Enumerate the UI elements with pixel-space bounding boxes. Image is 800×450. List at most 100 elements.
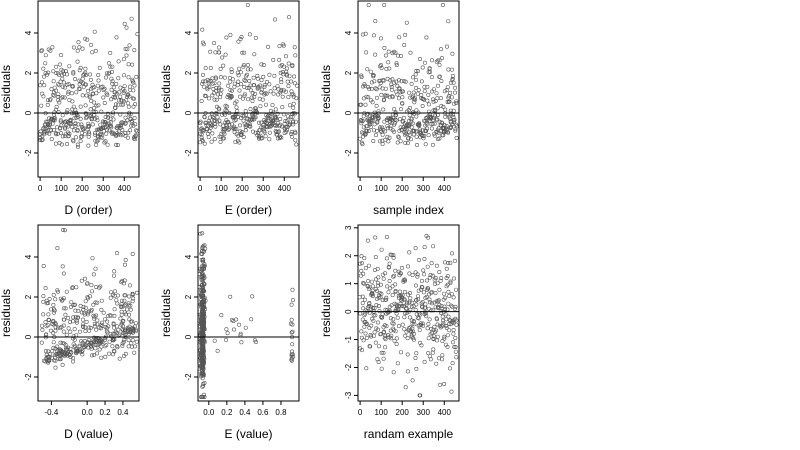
data-point bbox=[128, 128, 133, 133]
data-point bbox=[210, 76, 215, 81]
data-point bbox=[130, 299, 135, 304]
data-point bbox=[203, 66, 208, 71]
data-point bbox=[95, 335, 100, 340]
data-point bbox=[133, 344, 138, 349]
data-point bbox=[75, 142, 80, 147]
data-point bbox=[82, 312, 87, 317]
x-tick-label: 0.4 bbox=[117, 408, 129, 417]
data-point bbox=[89, 344, 94, 349]
data-point bbox=[102, 101, 107, 106]
data-point bbox=[95, 300, 100, 305]
data-point bbox=[400, 95, 405, 100]
x-tick-label: 0.4 bbox=[239, 408, 251, 417]
data-point bbox=[61, 329, 66, 334]
data-point bbox=[116, 76, 121, 81]
data-point bbox=[51, 79, 56, 84]
data-point bbox=[359, 73, 364, 78]
data-point bbox=[380, 132, 385, 137]
data-point bbox=[448, 108, 453, 113]
data-point bbox=[212, 91, 217, 96]
data-point bbox=[392, 80, 397, 85]
data-point bbox=[114, 298, 119, 303]
data-point bbox=[447, 317, 452, 322]
data-point bbox=[201, 371, 206, 376]
data-point bbox=[268, 124, 273, 129]
data-point bbox=[429, 301, 434, 306]
data-point bbox=[88, 107, 93, 112]
data-point bbox=[247, 122, 252, 127]
y-tick-label: 2 bbox=[184, 70, 193, 75]
data-point bbox=[279, 77, 284, 82]
data-point bbox=[115, 124, 120, 129]
data-point bbox=[206, 123, 211, 128]
data-point bbox=[375, 320, 380, 325]
data-point bbox=[387, 135, 392, 140]
data-point bbox=[396, 96, 401, 101]
data-point bbox=[361, 306, 366, 311]
data-point bbox=[376, 115, 381, 120]
data-point bbox=[201, 381, 206, 386]
data-point bbox=[123, 329, 128, 334]
data-point bbox=[438, 325, 443, 330]
data-point bbox=[451, 295, 456, 300]
data-point bbox=[51, 330, 56, 335]
data-point bbox=[199, 132, 204, 137]
y-tick-label: -2 bbox=[344, 149, 353, 157]
data-point bbox=[59, 351, 64, 356]
data-point bbox=[199, 288, 204, 293]
data-point bbox=[380, 125, 385, 130]
data-point bbox=[382, 129, 387, 134]
data-point bbox=[437, 287, 442, 292]
data-point bbox=[378, 63, 383, 68]
data-point bbox=[359, 102, 364, 107]
data-point bbox=[290, 322, 295, 327]
data-point bbox=[438, 278, 443, 283]
data-point bbox=[214, 88, 219, 93]
data-point bbox=[116, 59, 121, 64]
data-point bbox=[96, 73, 101, 78]
data-point bbox=[111, 117, 116, 122]
data-point bbox=[213, 50, 218, 55]
data-point bbox=[365, 238, 370, 243]
data-point bbox=[44, 129, 49, 134]
data-point bbox=[116, 132, 121, 137]
data-point bbox=[264, 91, 269, 96]
data-point bbox=[376, 359, 381, 364]
data-point bbox=[212, 81, 217, 86]
data-point bbox=[410, 75, 415, 80]
data-point bbox=[437, 269, 442, 274]
data-point bbox=[200, 345, 205, 350]
y-tick-label: 4 bbox=[184, 30, 193, 35]
data-point bbox=[200, 347, 205, 352]
data-point bbox=[443, 107, 448, 112]
data-point bbox=[234, 105, 239, 110]
data-point bbox=[61, 227, 66, 232]
data-point bbox=[259, 125, 264, 130]
data-point bbox=[368, 113, 373, 118]
data-point bbox=[405, 141, 410, 146]
data-point bbox=[435, 58, 440, 63]
data-point bbox=[56, 82, 61, 87]
data-point bbox=[445, 274, 450, 279]
data-point bbox=[87, 131, 92, 136]
data-point bbox=[85, 37, 90, 42]
data-point bbox=[80, 46, 85, 51]
data-point bbox=[106, 115, 111, 120]
data-point bbox=[65, 72, 70, 77]
data-point bbox=[258, 83, 263, 88]
data-point bbox=[419, 93, 424, 98]
x-tick-label: 0 bbox=[358, 408, 363, 417]
data-point bbox=[440, 318, 445, 323]
data-point bbox=[454, 287, 459, 292]
data-point bbox=[253, 35, 258, 40]
data-point bbox=[245, 86, 250, 91]
data-point bbox=[65, 108, 70, 113]
data-point bbox=[98, 132, 103, 137]
data-point bbox=[128, 319, 133, 324]
data-point bbox=[127, 43, 132, 48]
data-point bbox=[358, 136, 363, 141]
data-point bbox=[391, 255, 396, 260]
data-point bbox=[60, 76, 65, 81]
data-point bbox=[47, 131, 52, 136]
data-point bbox=[107, 351, 112, 356]
